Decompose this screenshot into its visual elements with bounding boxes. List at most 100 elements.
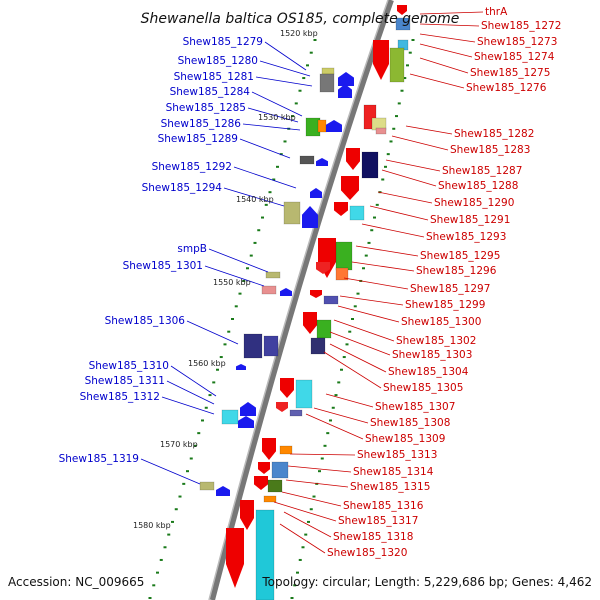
- gene-label-right[interactable]: Shew185_1273: [477, 36, 557, 48]
- gene-label-right[interactable]: thrA: [485, 6, 508, 18]
- gene-label-right[interactable]: Shew185_1283: [450, 144, 530, 156]
- tick-mark-outer: [331, 406, 335, 409]
- tick-mark-outer: [345, 343, 349, 346]
- tick-mark-outer: [342, 356, 346, 359]
- gene-label-left[interactable]: Shew185_1294: [142, 182, 223, 194]
- tick-mark-outer: [298, 558, 302, 561]
- gene-label-left[interactable]: Shew185_1301: [123, 260, 203, 272]
- gene-label-left[interactable]: Shew185_1292: [152, 161, 232, 173]
- tick-mark-outer: [389, 140, 393, 143]
- gene-label-right[interactable]: Shew185_1318: [333, 531, 413, 543]
- gene-block: [279, 445, 293, 455]
- gene-label-right[interactable]: Shew185_1315: [350, 481, 430, 493]
- gene-label-right[interactable]: Shew185_1296: [416, 265, 497, 277]
- leader-line-right: [419, 33, 476, 43]
- gene-block: [243, 333, 263, 359]
- leader-line-right: [313, 407, 369, 424]
- gene-arrow: [397, 5, 407, 15]
- gene-block: [319, 73, 335, 93]
- gene-label-left[interactable]: Shew185_1312: [80, 391, 160, 403]
- gene-block: [389, 47, 405, 83]
- gene-label-right[interactable]: Shew185_1297: [410, 283, 490, 295]
- accession-text: Accession: NC_009665: [8, 575, 144, 589]
- gene-arrow: [338, 84, 352, 98]
- gene-label-left[interactable]: Shew185_1286: [161, 118, 242, 130]
- gene-label-right[interactable]: Shew185_1274: [474, 51, 555, 63]
- gene-label-right[interactable]: Shew185_1320: [327, 547, 407, 559]
- leader-line-right: [343, 277, 409, 290]
- leader-line-left: [223, 187, 285, 207]
- gene-label-left[interactable]: Shew185_1284: [170, 86, 251, 98]
- gene-label-right[interactable]: Shew185_1275: [470, 67, 550, 79]
- leader-line-right: [323, 351, 382, 389]
- leader-line-right: [405, 125, 453, 135]
- gene-label-right[interactable]: Shew185_1276: [466, 82, 547, 94]
- gene-arrow: [346, 148, 360, 170]
- leader-line-right: [351, 261, 415, 272]
- gene-label-right[interactable]: Shew185_1291: [430, 214, 510, 226]
- tick-mark-outer: [290, 597, 294, 599]
- kbp-tick-label: 1570 kbp: [160, 440, 198, 449]
- tick-mark-inner: [163, 546, 167, 549]
- tick-mark-inner: [294, 102, 298, 105]
- gene-label-right[interactable]: Shew185_1287: [442, 165, 522, 177]
- gene-label-right[interactable]: Shew185_1282: [454, 128, 534, 140]
- gene-label-right[interactable]: Shew185_1314: [353, 466, 434, 478]
- gene-label-right[interactable]: Shew185_1288: [438, 180, 518, 192]
- gene-label-left[interactable]: Shew185_1281: [174, 71, 254, 83]
- gene-label-left[interactable]: Shew185_1285: [166, 102, 246, 114]
- gene-label-right[interactable]: Shew185_1316: [343, 500, 424, 512]
- gene-block: [323, 295, 339, 305]
- gene-label-left[interactable]: Shew185_1310: [89, 360, 169, 372]
- tick-mark-inner: [227, 330, 231, 333]
- gene-label-right[interactable]: Shew185_1304: [388, 366, 469, 378]
- gene-label-right[interactable]: Shew185_1290: [434, 197, 514, 209]
- gene-label-right[interactable]: Shew185_1300: [401, 316, 481, 328]
- gene-label-right[interactable]: Shew185_1302: [396, 335, 476, 347]
- gene-label-right[interactable]: Shew185_1295: [420, 250, 500, 262]
- gene-label-right[interactable]: Shew185_1293: [426, 231, 506, 243]
- leader-line-left: [161, 396, 215, 415]
- gene-arrow: [216, 486, 230, 496]
- gene-block: [263, 335, 279, 357]
- tick-mark-inner: [257, 229, 261, 232]
- tick-mark-outer: [301, 546, 305, 549]
- tick-mark-inner: [313, 39, 317, 41]
- gene-label-right[interactable]: Shew185_1299: [405, 299, 485, 311]
- gene-block: [335, 267, 349, 281]
- figure-title: Shewanella baltica OS185, complete genom…: [141, 11, 460, 27]
- gene-label-right[interactable]: Shew185_1313: [357, 449, 437, 461]
- tick-mark-inner: [264, 203, 268, 206]
- gene-label-right[interactable]: Shew185_1309: [365, 433, 445, 445]
- leader-line-left: [204, 265, 265, 287]
- gene-label-right[interactable]: Shew185_1308: [370, 417, 450, 429]
- leader-line-right: [419, 11, 484, 15]
- leader-line-right: [325, 393, 374, 408]
- tick-mark-inner: [283, 140, 287, 143]
- leader-line-right: [391, 135, 449, 151]
- gene-label-right[interactable]: Shew185_1303: [392, 349, 472, 361]
- leader-line-right: [369, 205, 429, 221]
- tick-mark-outer: [304, 533, 308, 536]
- leader-line-right: [339, 295, 404, 306]
- labels-layer: 1520 kbp 1530 kbp 1540 kbp 1550 kbp 1560 kbp…: [59, 6, 562, 559]
- leader-line-left: [170, 365, 217, 397]
- gene-label-right[interactable]: Shew185_1272: [481, 20, 561, 32]
- gene-label-right[interactable]: Shew185_1305: [383, 382, 463, 394]
- leader-line-right: [355, 245, 419, 257]
- leader-line-right: [273, 501, 337, 522]
- leader-line-right: [289, 453, 356, 456]
- gene-label-left[interactable]: Shew185_1289: [158, 133, 238, 145]
- gene-label-left[interactable]: smpB: [177, 243, 207, 255]
- gene-label-left[interactable]: Shew185_1311: [85, 375, 165, 387]
- gene-label-right[interactable]: Shew185_1317: [338, 515, 418, 527]
- gene-arrow: [238, 416, 254, 428]
- tick-mark-inner: [261, 216, 264, 219]
- gene-block: [316, 319, 332, 339]
- gene-label-left[interactable]: Shew185_1280: [178, 55, 258, 67]
- gene-label-right[interactable]: Shew185_1307: [375, 401, 455, 413]
- gene-label-left[interactable]: Shew185_1306: [105, 315, 186, 327]
- gene-label-left[interactable]: Shew185_1319: [59, 453, 139, 465]
- gene-label-left[interactable]: Shew185_1279: [183, 36, 263, 48]
